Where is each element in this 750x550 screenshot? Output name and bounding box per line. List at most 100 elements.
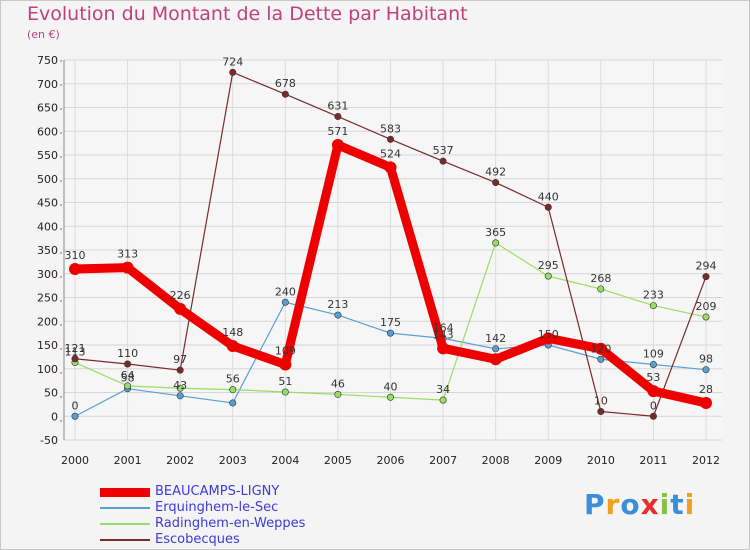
data-point bbox=[492, 345, 500, 353]
x-tick-label: 2004 bbox=[271, 454, 299, 467]
legend-item: Erquinghem-le-Sec bbox=[100, 500, 305, 516]
data-point bbox=[492, 239, 500, 247]
x-tick-label: 2003 bbox=[219, 454, 247, 467]
data-point bbox=[334, 390, 342, 398]
data-point bbox=[124, 360, 132, 368]
data-point bbox=[176, 384, 184, 392]
data-point bbox=[437, 342, 450, 355]
data-point bbox=[649, 302, 657, 310]
data-point bbox=[384, 161, 397, 174]
data-label: 310 bbox=[65, 249, 86, 262]
data-point bbox=[174, 302, 187, 315]
y-tick-label: 600 bbox=[37, 125, 58, 138]
y-tick-label: 250 bbox=[37, 292, 58, 305]
data-point bbox=[71, 412, 79, 420]
line-chart: -500501001502002503003504004505005506006… bbox=[37, 54, 722, 467]
data-point bbox=[597, 285, 605, 293]
x-tick-label: 2000 bbox=[61, 454, 89, 467]
data-label: 56 bbox=[226, 373, 240, 386]
data-point bbox=[439, 396, 447, 404]
data-label: 583 bbox=[380, 122, 401, 135]
data-point bbox=[281, 298, 289, 306]
data-point bbox=[176, 366, 184, 374]
data-point bbox=[331, 139, 344, 152]
data-point bbox=[594, 342, 607, 355]
legend-item: Escobecques bbox=[100, 532, 305, 548]
data-point bbox=[226, 339, 239, 352]
data-point bbox=[281, 90, 289, 98]
x-tick-label: 2001 bbox=[114, 454, 142, 467]
data-point bbox=[279, 358, 292, 371]
data-label: 295 bbox=[538, 259, 559, 272]
data-label: 109 bbox=[275, 344, 296, 357]
legend-item: Radinghem-en-Weppes bbox=[100, 516, 305, 532]
legend-item: BEAUCAMPS-LIGNY bbox=[100, 484, 305, 500]
data-point bbox=[649, 412, 657, 420]
data-label: 150 bbox=[538, 328, 559, 341]
data-label: 34 bbox=[436, 383, 450, 396]
data-label: 175 bbox=[380, 316, 401, 329]
data-point bbox=[334, 311, 342, 319]
y-tick-label: 200 bbox=[37, 315, 58, 328]
logo-letter: P bbox=[584, 488, 606, 521]
data-label: 148 bbox=[222, 326, 243, 339]
chart-subtitle: (en €) bbox=[27, 28, 60, 41]
data-point bbox=[121, 261, 134, 274]
legend-swatch bbox=[100, 539, 150, 541]
data-label: 524 bbox=[380, 147, 401, 160]
data-label: 120 bbox=[590, 342, 611, 355]
data-label: 58 bbox=[121, 372, 135, 385]
data-label: 631 bbox=[327, 100, 348, 113]
x-tick-label: 2011 bbox=[639, 454, 667, 467]
data-label: 113 bbox=[65, 346, 86, 359]
chart-title: Evolution du Montant de la Dette par Hab… bbox=[27, 3, 468, 25]
y-tick-label: 700 bbox=[37, 78, 58, 91]
data-point bbox=[69, 263, 81, 275]
data-label: 121 bbox=[65, 342, 86, 355]
data-point bbox=[649, 360, 657, 368]
data-label: 240 bbox=[275, 285, 296, 298]
data-point bbox=[542, 332, 555, 345]
y-tick-label: 450 bbox=[37, 197, 58, 210]
data-label: 98 bbox=[699, 353, 713, 366]
legend-swatch bbox=[100, 523, 150, 525]
data-label: 97 bbox=[173, 353, 187, 366]
data-label: 40 bbox=[384, 380, 398, 393]
data-point bbox=[229, 399, 237, 407]
data-label: 142 bbox=[485, 332, 506, 345]
x-tick-label: 2012 bbox=[692, 454, 720, 467]
y-tick-label: -50 bbox=[40, 434, 58, 447]
x-tick-label: 2008 bbox=[482, 454, 510, 467]
data-label: 164 bbox=[433, 321, 454, 334]
x-tick-label: 2007 bbox=[429, 454, 457, 467]
proxiti-logo: Proxiti bbox=[584, 488, 695, 521]
data-label: 233 bbox=[643, 289, 664, 302]
data-label: 64 bbox=[121, 369, 135, 382]
data-point bbox=[702, 313, 710, 321]
data-label: 294 bbox=[696, 260, 717, 273]
data-label: 365 bbox=[485, 226, 506, 239]
data-point bbox=[229, 386, 237, 394]
data-label: 492 bbox=[485, 166, 506, 179]
data-point bbox=[229, 68, 237, 76]
data-point bbox=[597, 355, 605, 363]
x-tick-label: 2002 bbox=[166, 454, 194, 467]
y-tick-label: 550 bbox=[37, 149, 58, 162]
logo-letter: t bbox=[670, 488, 685, 521]
data-point bbox=[597, 407, 605, 415]
data-label: 571 bbox=[327, 125, 348, 138]
data-label: 268 bbox=[590, 272, 611, 285]
legend-label: Escobecques bbox=[155, 532, 240, 547]
data-label: 110 bbox=[117, 347, 138, 360]
legend-label: Radinghem-en-Weppes bbox=[155, 516, 306, 531]
logo-letter: o bbox=[620, 488, 641, 521]
data-label: 0 bbox=[72, 399, 79, 412]
data-label: 0 bbox=[650, 399, 657, 412]
logo-letter: i bbox=[684, 488, 696, 521]
x-tick-label: 2009 bbox=[534, 454, 562, 467]
chart-legend: BEAUCAMPS-LIGNY Erquinghem-le-Sec Radinghe… bbox=[100, 484, 305, 548]
data-label: 724 bbox=[222, 55, 243, 68]
legend-label: Erquinghem-le-Sec bbox=[155, 500, 279, 515]
data-label: 28 bbox=[699, 383, 713, 396]
data-label: 43 bbox=[173, 379, 187, 392]
